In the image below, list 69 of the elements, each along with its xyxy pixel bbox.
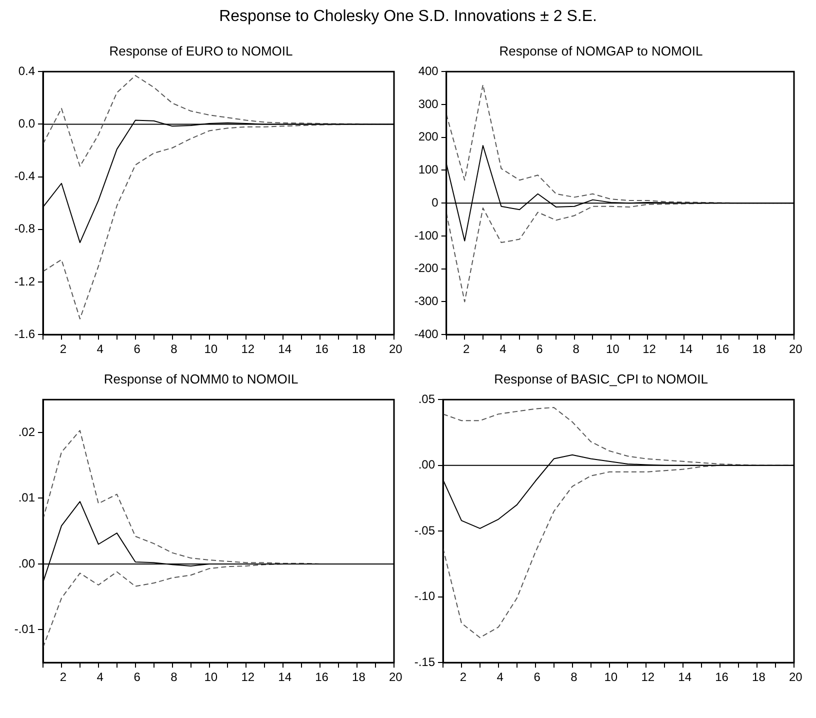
y-tick-label: -.05 [410, 523, 436, 538]
y-tick-label: -.15 [410, 654, 436, 669]
x-tick-label: 8 [167, 342, 178, 356]
x-tick-label: 4 [493, 670, 504, 684]
y-tick-label: -300 [410, 294, 439, 308]
chart-title: Response of NOMM0 to NOMOIL [104, 371, 298, 386]
x-tick-label: 10 [200, 342, 218, 356]
x-tick-label: 18 [749, 342, 766, 356]
y-tick-label: -100 [410, 228, 439, 242]
x-tick-label: 6 [130, 670, 141, 684]
x-tick-label: 16 [312, 342, 329, 356]
x-tick-label: 8 [567, 670, 578, 684]
x-tick-label: 10 [602, 342, 620, 356]
x-tick-label: 20 [386, 342, 403, 356]
x-tick-label: 6 [530, 670, 541, 684]
chart-title: Response of EURO to NOMOIL [109, 43, 293, 58]
x-tick-label: 16 [712, 670, 729, 684]
chart-title: Response of BASIC_CPI to NOMOIL [494, 371, 708, 386]
x-tick-label: 10 [600, 670, 618, 684]
x-tick-label: 18 [748, 670, 766, 684]
y-tick-label: 400 [414, 64, 439, 78]
x-tick-label: 8 [569, 342, 580, 356]
y-tick-label: .00 [14, 556, 36, 570]
text: Response to Cholesky One S.D. Innovations ± 2 S.E. [218, 8, 598, 26]
y-tick-label: 0 [428, 195, 439, 210]
y-tick-label: 300 [414, 96, 439, 111]
x-tick-label: 14 [274, 670, 292, 684]
y-tick-label: 100 [414, 162, 439, 177]
y-tick-label: 0.0 [14, 116, 36, 131]
x-tick-label: 4 [93, 342, 104, 356]
x-tick-label: 16 [712, 342, 730, 356]
x-tick-label: 14 [674, 670, 692, 684]
x-tick-label: 20 [786, 342, 803, 356]
y-tick-label: -0.4 [10, 169, 36, 184]
x-tick-label: 20 [386, 670, 403, 684]
x-tick-label: 14 [274, 342, 292, 356]
y-tick-label: -200 [410, 261, 439, 276]
x-tick-label: 12 [238, 670, 255, 684]
x-tick-label: 20 [786, 670, 803, 684]
x-tick-label: 6 [130, 342, 141, 356]
x-tick-label: 4 [496, 342, 507, 356]
x-tick-label: 12 [238, 342, 255, 356]
y-tick-label: -400 [410, 326, 439, 341]
x-tick-label: 2 [456, 670, 467, 684]
x-tick-label: 6 [532, 342, 544, 356]
y-tick-label: .05 [414, 392, 436, 406]
x-tick-label: 10 [200, 670, 218, 684]
y-tick-label: -1.6 [10, 326, 36, 341]
chart-title: Response of NOMGAP to NOMOIL [499, 43, 703, 58]
x-tick-label: 2 [460, 342, 470, 356]
y-tick-label: 200 [414, 130, 439, 144]
x-tick-label: 16 [312, 670, 329, 684]
y-tick-label: -.10 [410, 589, 436, 604]
y-tick-label: .02 [14, 424, 36, 439]
y-tick-label: 0.4 [14, 64, 36, 78]
x-tick-label: 2 [56, 670, 67, 684]
x-tick-label: 2 [56, 342, 67, 356]
y-tick-label: -.01 [10, 622, 36, 636]
x-tick-label: 4 [93, 670, 104, 684]
y-tick-label: .00 [414, 458, 436, 472]
y-tick-label: -0.8 [10, 222, 36, 236]
x-tick-label: 18 [348, 342, 366, 356]
x-tick-label: 14 [676, 342, 693, 356]
x-tick-label: 12 [638, 670, 655, 684]
x-tick-label: 18 [348, 670, 366, 684]
x-tick-label: 8 [167, 670, 178, 684]
x-tick-label: 12 [639, 342, 656, 356]
y-tick-label: -1.2 [10, 274, 36, 288]
y-tick-label: .01 [14, 490, 36, 505]
